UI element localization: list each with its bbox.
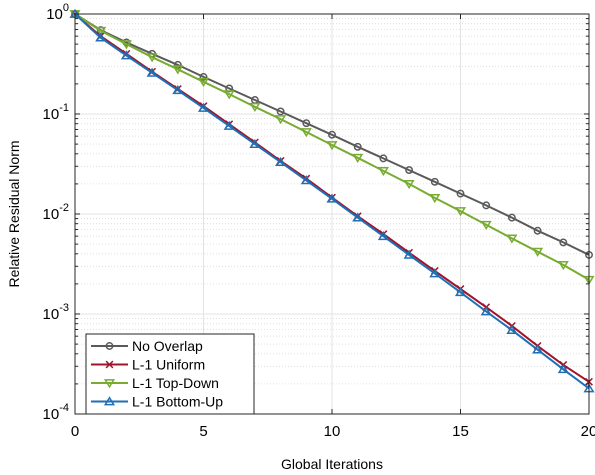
data-point-circle <box>456 189 465 198</box>
y-tick-label: 10-2 <box>43 202 69 223</box>
data-point-circle <box>105 342 114 350</box>
legend-label: No Overlap <box>132 338 203 354</box>
data-point-triangle-up <box>454 287 467 297</box>
legend-label: L-1 Top-Down <box>132 375 219 391</box>
data-point-circle <box>507 213 516 222</box>
data-point-triangle-up <box>429 268 441 278</box>
series-l-1-bottom-up <box>69 8 595 393</box>
data-point-triangle-down <box>377 166 389 177</box>
data-point-triangle-up <box>326 193 338 203</box>
data-point-triangle-down <box>95 26 107 36</box>
data-point-triangle-down <box>120 40 132 50</box>
legend: No Overlap L-1 Uniform L-1 Top-Down L-1 Bot… <box>85 333 255 415</box>
data-point-triangle-down <box>300 128 312 138</box>
data-point-circle <box>302 119 311 128</box>
data-point-triangle-up <box>506 324 518 335</box>
data-point-triangle-up <box>197 102 210 112</box>
data-point-circle <box>328 130 336 139</box>
data-point-triangle-up <box>120 50 132 60</box>
data-point-triangle-up <box>532 344 544 354</box>
axis-ticks <box>74 13 590 415</box>
series-l-1-top-down <box>69 10 595 285</box>
data-point-triangle-up <box>249 138 261 149</box>
data-point-circle <box>276 107 285 116</box>
data-point-circle <box>405 166 414 175</box>
legend-entry: No Overlap <box>91 338 203 354</box>
data-point-triangle-down <box>146 53 158 63</box>
data-point-triangle-up <box>95 32 107 42</box>
data-point-circle <box>199 72 208 81</box>
x-axis-label: Global Iterations <box>281 456 383 472</box>
data-point-triangle-down <box>557 260 569 271</box>
data-point-triangle-down <box>172 65 184 75</box>
data-point-triangle-down <box>352 153 364 163</box>
data-point-triangle-down <box>275 115 287 125</box>
data-point-circle <box>173 60 182 69</box>
series-layer <box>69 8 595 393</box>
y-tick-label: 10-1 <box>43 102 69 123</box>
x-tick-label: 20 <box>581 423 595 440</box>
data-point-triangle-up <box>172 84 184 95</box>
data-point-circle <box>353 142 362 151</box>
legend-label: L-1 Uniform <box>132 357 205 373</box>
data-point-triangle-down <box>429 193 441 204</box>
data-point-triangle-up <box>377 230 389 241</box>
data-point-triangle-down <box>532 247 544 257</box>
x-tick-labels: 0 5 10 15 20 <box>71 423 595 440</box>
data-point-triangle-up <box>352 212 364 222</box>
legend-label: L-1 Bottom-Up <box>132 394 223 410</box>
data-point-triangle-down <box>197 77 210 88</box>
data-point-triangle-down <box>103 379 116 389</box>
data-point-circle <box>482 201 491 210</box>
data-point-triangle-down <box>506 234 518 244</box>
legend-entry: L-1 Top-Down <box>91 375 219 391</box>
x-tick-label: 15 <box>452 423 469 440</box>
x-tick-label: 0 <box>71 423 79 440</box>
y-tick-label: 10-3 <box>43 302 69 323</box>
data-point-triangle-down <box>403 179 415 190</box>
legend-entry: L-1 Bottom-Up <box>91 394 223 410</box>
y-tick-label: 100 <box>46 2 69 23</box>
series-line <box>74 13 590 256</box>
data-point-triangle-up <box>480 306 492 316</box>
data-point-triangle-up <box>557 364 569 374</box>
data-point-triangle-up <box>275 156 287 167</box>
y-tick-labels: 10-4 10-3 10-2 10-1 100 <box>43 2 69 423</box>
x-tick-label: 10 <box>324 423 341 440</box>
data-point-triangle-down <box>454 207 467 217</box>
data-point-triangle-down <box>249 102 261 113</box>
y-axis-label: Relative Residual Norm <box>6 140 22 287</box>
y-tick-label: 10-4 <box>43 402 69 423</box>
data-point-triangle-up <box>300 175 312 185</box>
data-point-circle <box>430 177 439 186</box>
data-point-triangle-up <box>146 67 158 77</box>
series-line <box>74 13 590 281</box>
data-point-circle <box>533 226 542 235</box>
data-point-circle <box>559 238 568 247</box>
data-point-triangle-up <box>403 249 415 259</box>
data-point-triangle-up <box>223 120 235 130</box>
data-point-triangle-down <box>480 220 492 231</box>
data-point-x <box>105 360 114 369</box>
data-point-triangle-up <box>103 396 116 406</box>
x-tick-label: 5 <box>199 423 207 440</box>
data-point-triangle-down <box>326 141 338 151</box>
data-point-triangle-down <box>223 90 235 100</box>
data-point-circle <box>379 154 388 163</box>
legend-entry: L-1 Uniform <box>91 357 205 373</box>
series-line <box>74 13 590 390</box>
